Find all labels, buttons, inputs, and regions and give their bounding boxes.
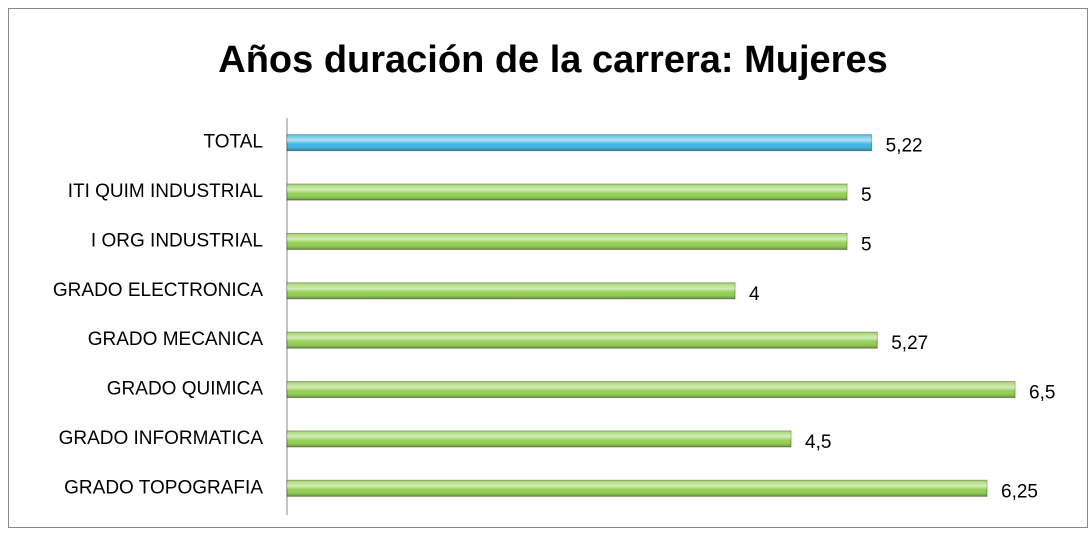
y-tick-label: GRADO QUIMICA: [107, 379, 264, 400]
bar-shine: [287, 480, 987, 497]
bar-shine: [287, 184, 847, 201]
value-label: 5,22: [886, 136, 923, 157]
bar-shine: [287, 381, 1015, 398]
y-tick-label: GRADO INFORMATICA: [59, 428, 264, 449]
y-tick-label: GRADO ELECTRONICA: [53, 280, 263, 301]
bar-shine: [287, 430, 791, 447]
y-tick-label: GRADO TOPOGRAFIA: [64, 477, 263, 498]
bar-shine: [287, 332, 878, 349]
value-label: 5,27: [891, 333, 928, 354]
value-label: 5: [861, 234, 872, 255]
bar-shine: [287, 233, 847, 250]
value-label: 6,25: [1001, 481, 1038, 502]
value-label: 4,5: [805, 432, 831, 453]
chart-frame: [8, 8, 1088, 528]
value-label: 5: [861, 185, 872, 206]
bar-shine: [287, 134, 872, 151]
bar-shine: [287, 282, 735, 299]
y-tick-label: GRADO MECANICA: [88, 329, 264, 350]
y-tick-label: TOTAL: [204, 132, 263, 153]
value-label: 4: [749, 284, 760, 305]
value-label: 6,5: [1029, 383, 1055, 404]
chart-title: Años duración de la carrera: Mujeres: [218, 39, 887, 81]
y-tick-label: ITI QUIM INDUSTRIAL: [68, 181, 263, 202]
y-tick-label: I ORG INDUSTRIAL: [91, 230, 263, 251]
